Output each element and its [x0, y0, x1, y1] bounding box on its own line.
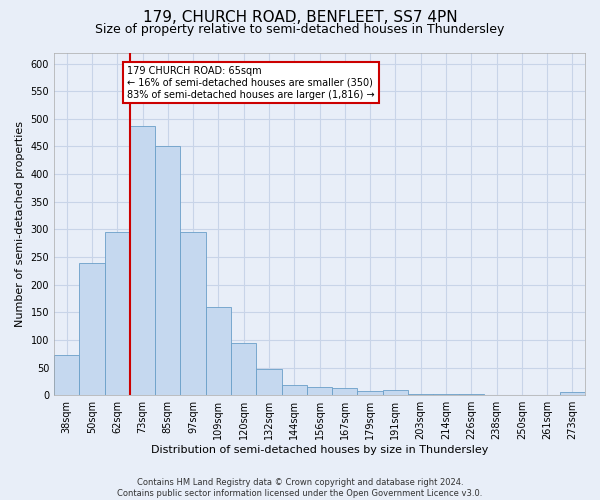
Bar — [281, 386, 307, 395]
Bar — [358, 392, 383, 395]
Bar — [206, 307, 231, 395]
Text: Size of property relative to semi-detached houses in Thundersley: Size of property relative to semi-detach… — [95, 22, 505, 36]
Bar — [130, 126, 155, 395]
Text: 179 CHURCH ROAD: 65sqm
← 16% of semi-detached houses are smaller (350)
83% of se: 179 CHURCH ROAD: 65sqm ← 16% of semi-det… — [127, 66, 375, 100]
Bar — [332, 388, 358, 395]
X-axis label: Distribution of semi-detached houses by size in Thundersley: Distribution of semi-detached houses by … — [151, 445, 488, 455]
Y-axis label: Number of semi-detached properties: Number of semi-detached properties — [15, 121, 25, 327]
Text: 179, CHURCH ROAD, BENFLEET, SS7 4PN: 179, CHURCH ROAD, BENFLEET, SS7 4PN — [143, 10, 457, 25]
Bar — [256, 368, 281, 395]
Bar — [560, 392, 585, 395]
Bar — [458, 394, 484, 395]
Bar — [433, 394, 458, 395]
Bar — [155, 146, 181, 395]
Bar — [54, 356, 79, 395]
Bar — [484, 394, 509, 395]
Bar — [181, 232, 206, 395]
Bar — [79, 262, 104, 395]
Bar — [408, 394, 433, 395]
Bar — [307, 388, 332, 395]
Bar — [104, 232, 130, 395]
Bar — [231, 342, 256, 395]
Bar — [383, 390, 408, 395]
Text: Contains HM Land Registry data © Crown copyright and database right 2024.
Contai: Contains HM Land Registry data © Crown c… — [118, 478, 482, 498]
